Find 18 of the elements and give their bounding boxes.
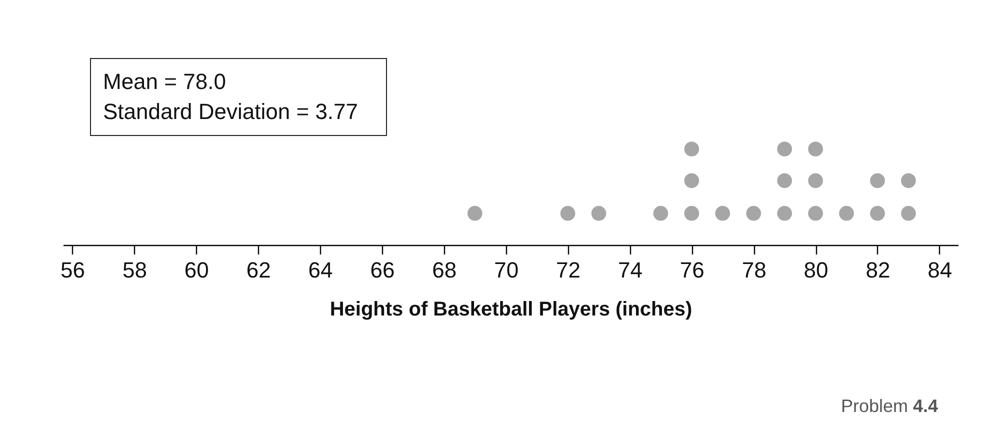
x-tick-label: 62 [246,258,271,282]
x-tick-label: 72 [556,258,581,282]
x-tick-label: 74 [618,258,642,282]
x-tick-label: 76 [680,258,704,282]
x-tick-label: 84 [928,258,952,282]
x-tick-label: 56 [60,258,86,282]
text: Problem 4.4 [840,396,938,417]
x-tick-label: 64 [308,258,333,282]
x-axis-title: Heights of Basketball Players (inches) [330,298,692,320]
x-tick-label: 66 [370,258,395,282]
text-box-outline: Mean = 78.0 Standard Deviation = 3.77 [90,58,388,136]
x-tick-label: 78 [742,258,766,282]
x-tick-label: 80 [804,258,828,282]
x-tick-label: 70 [494,258,519,282]
x-tick-label: 68 [432,258,457,282]
x-tick-label: 58 [122,258,147,282]
x-tick-label: 82 [866,258,890,282]
x-tick-label: 60 [184,258,209,282]
